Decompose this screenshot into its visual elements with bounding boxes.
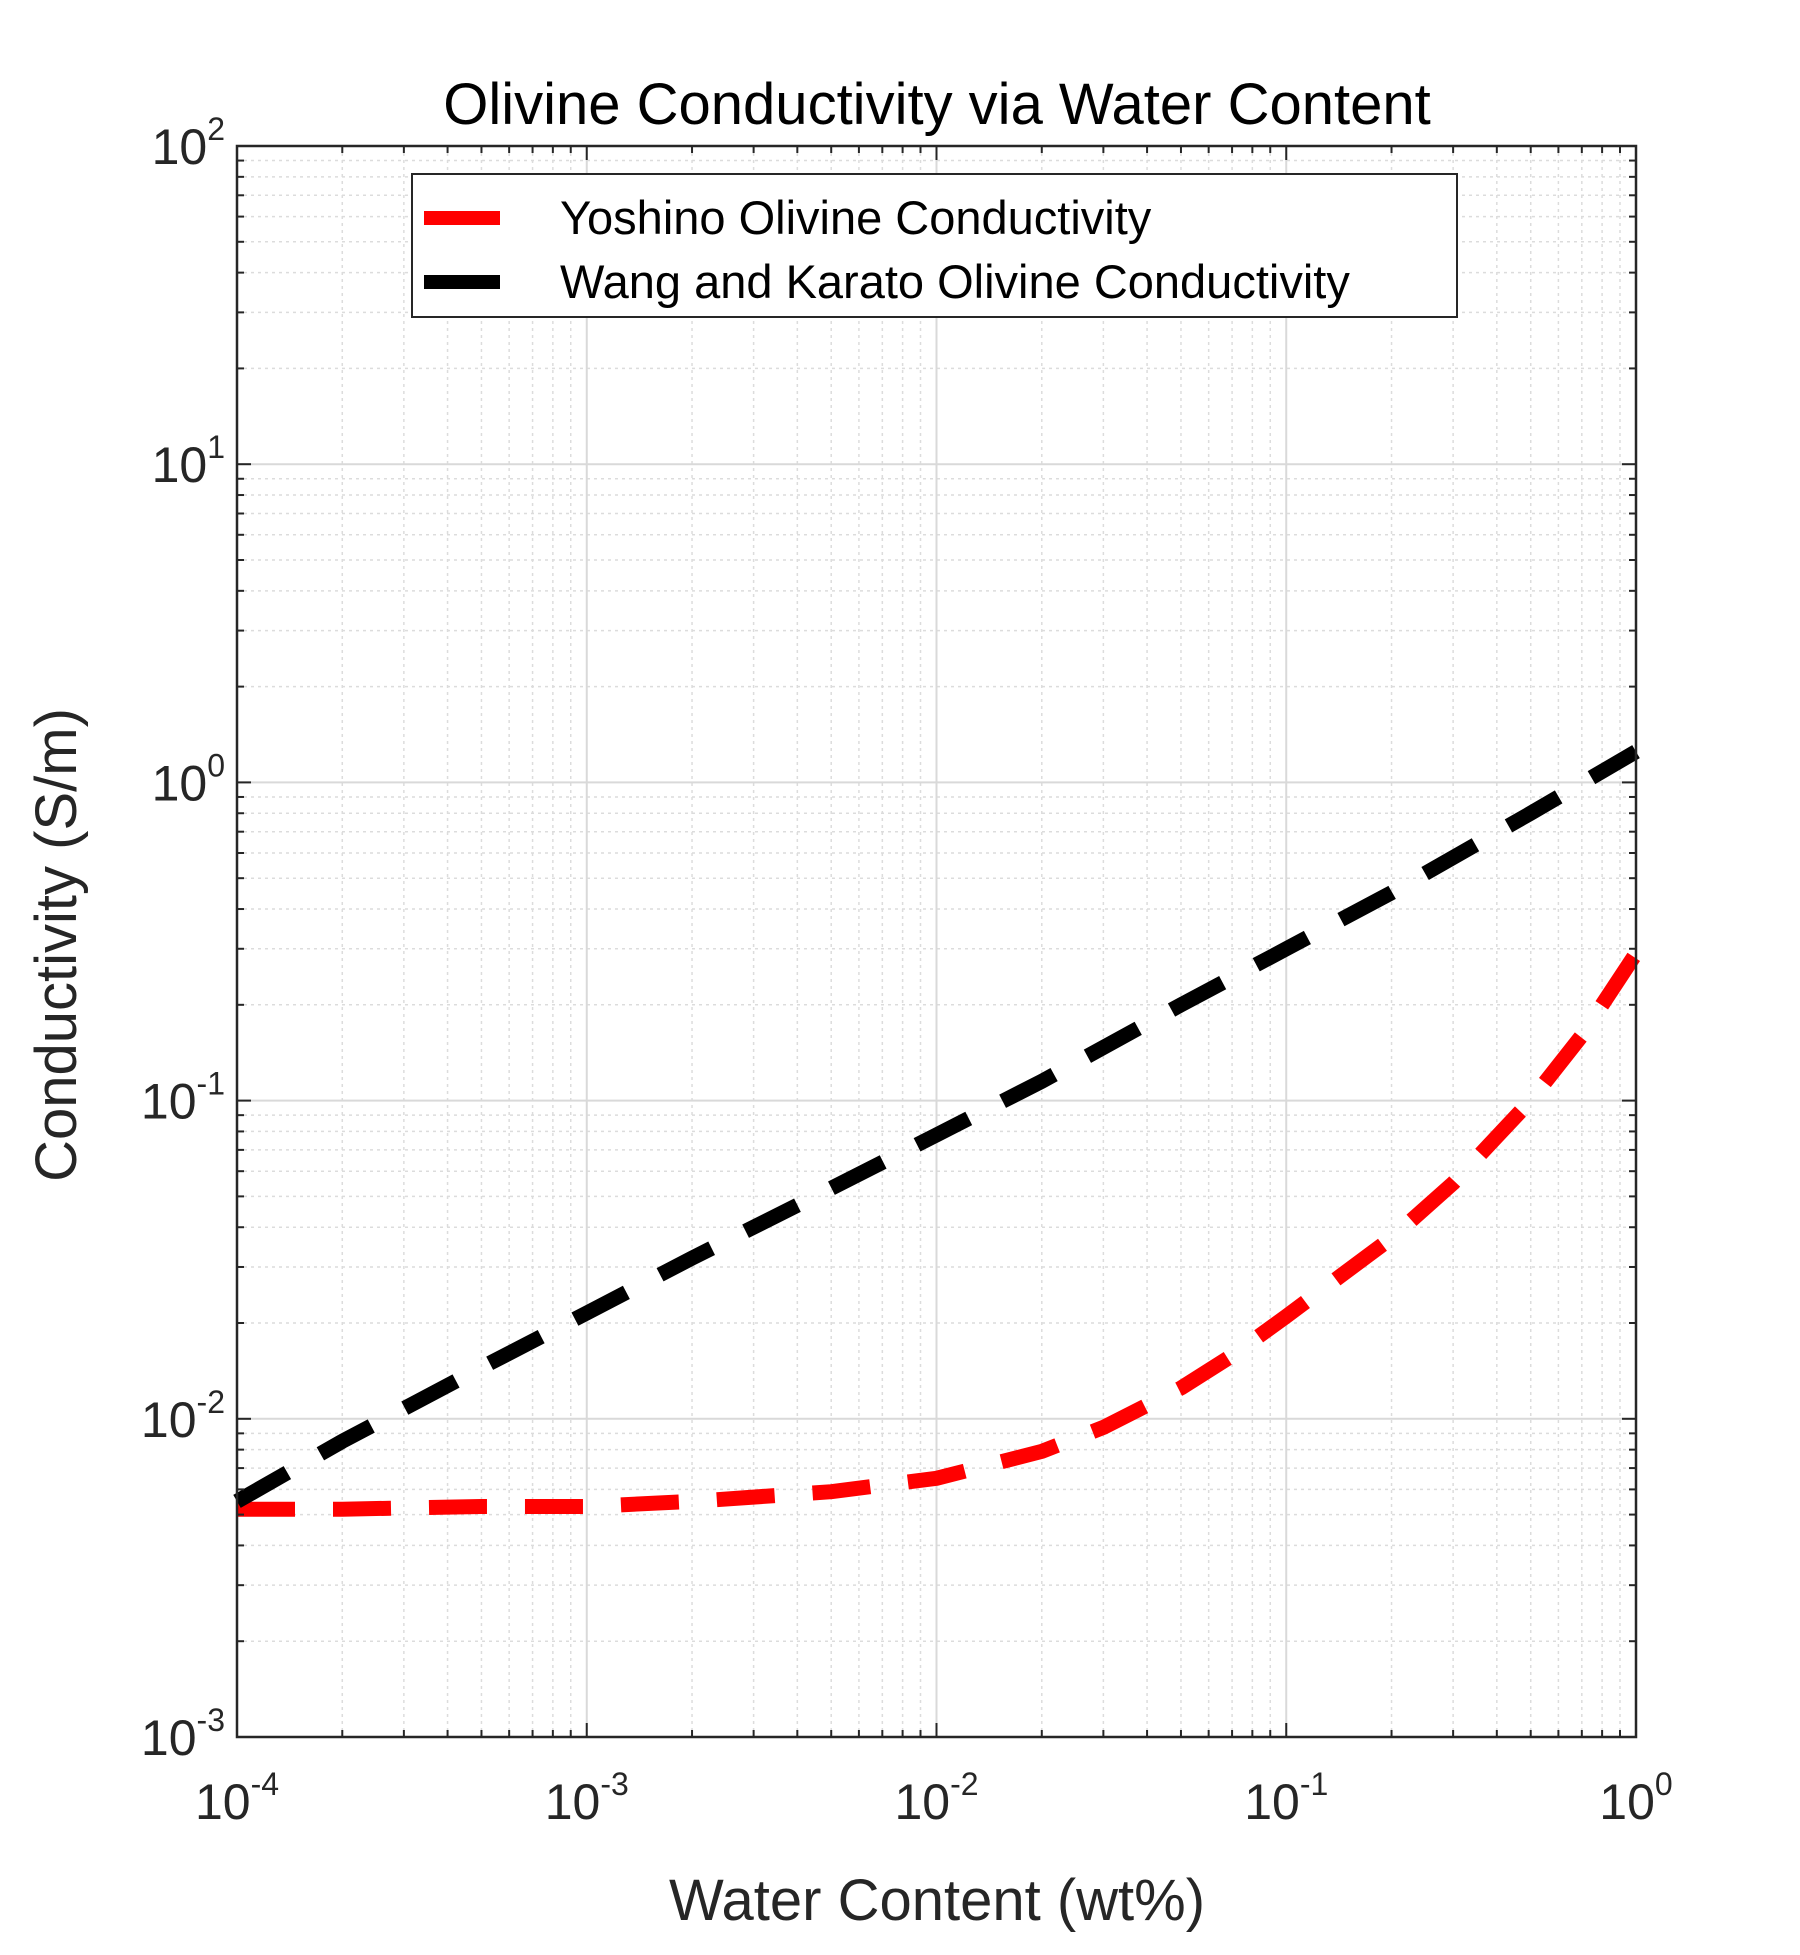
legend-box <box>411 173 1458 318</box>
legend-label-wang-karato: Wang and Karato Olivine Conductivity <box>560 255 1350 308</box>
y-tick-label-5: 102 <box>152 111 225 175</box>
series-group <box>233 745 1643 1517</box>
axes <box>235 144 1638 1739</box>
x-axis-label: Water Content (wt%) <box>669 1868 1205 1933</box>
series-line-0 <box>237 949 1643 1517</box>
chart-title: Olivine Conductivity via Water Content <box>443 72 1430 137</box>
y-axis-label: Conductivity (S/m) <box>24 708 89 1182</box>
y-tick-label-4: 101 <box>152 429 225 493</box>
y-tick-label-1: 10-2 <box>141 1384 225 1448</box>
x-tick-label-3: 10-1 <box>1244 1766 1328 1830</box>
y-tick-label-3: 100 <box>152 747 225 811</box>
x-tick-label-2: 10-2 <box>894 1766 978 1830</box>
series-line-1 <box>233 745 1640 1508</box>
y-tick-label-2: 10-1 <box>141 1066 225 1130</box>
x-tick-label-1: 10-3 <box>545 1766 629 1830</box>
legend-label-yoshino: Yoshino Olivine Conductivity <box>560 191 1152 244</box>
legend: Yoshino Olivine Conductivity Wang and Ka… <box>411 173 1458 318</box>
x-tick-label-4: 100 <box>1599 1766 1672 1830</box>
grid <box>236 145 1637 1738</box>
y-tick-label-0: 10-3 <box>141 1702 225 1766</box>
x-tick-label-0: 10-4 <box>195 1766 279 1830</box>
